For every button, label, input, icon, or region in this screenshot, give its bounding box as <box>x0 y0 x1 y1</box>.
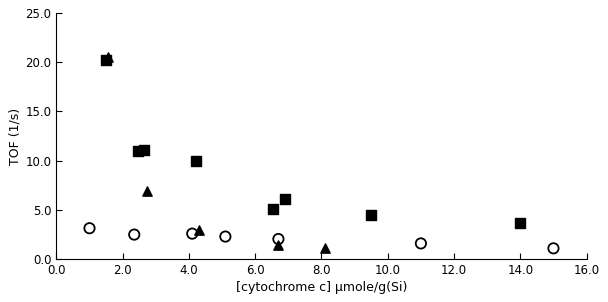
Point <box>187 231 197 236</box>
Point <box>221 234 230 239</box>
Point <box>139 147 149 152</box>
Point <box>133 148 142 153</box>
Point <box>280 196 290 201</box>
Point <box>274 243 283 247</box>
Point <box>143 188 153 193</box>
Point <box>548 246 558 251</box>
Point <box>416 241 426 246</box>
Y-axis label: TOF (1/s): TOF (1/s) <box>9 108 21 165</box>
X-axis label: [cytochrome c] μmole/g(Si): [cytochrome c] μmole/g(Si) <box>236 281 407 294</box>
Point <box>101 58 111 63</box>
Point <box>85 226 94 231</box>
Point <box>191 159 201 164</box>
Point <box>194 228 204 233</box>
Point <box>274 236 283 241</box>
Point <box>516 221 525 226</box>
Point <box>130 232 139 237</box>
Point <box>367 213 376 218</box>
Point <box>269 206 278 211</box>
Point <box>320 246 330 251</box>
Point <box>103 55 112 60</box>
